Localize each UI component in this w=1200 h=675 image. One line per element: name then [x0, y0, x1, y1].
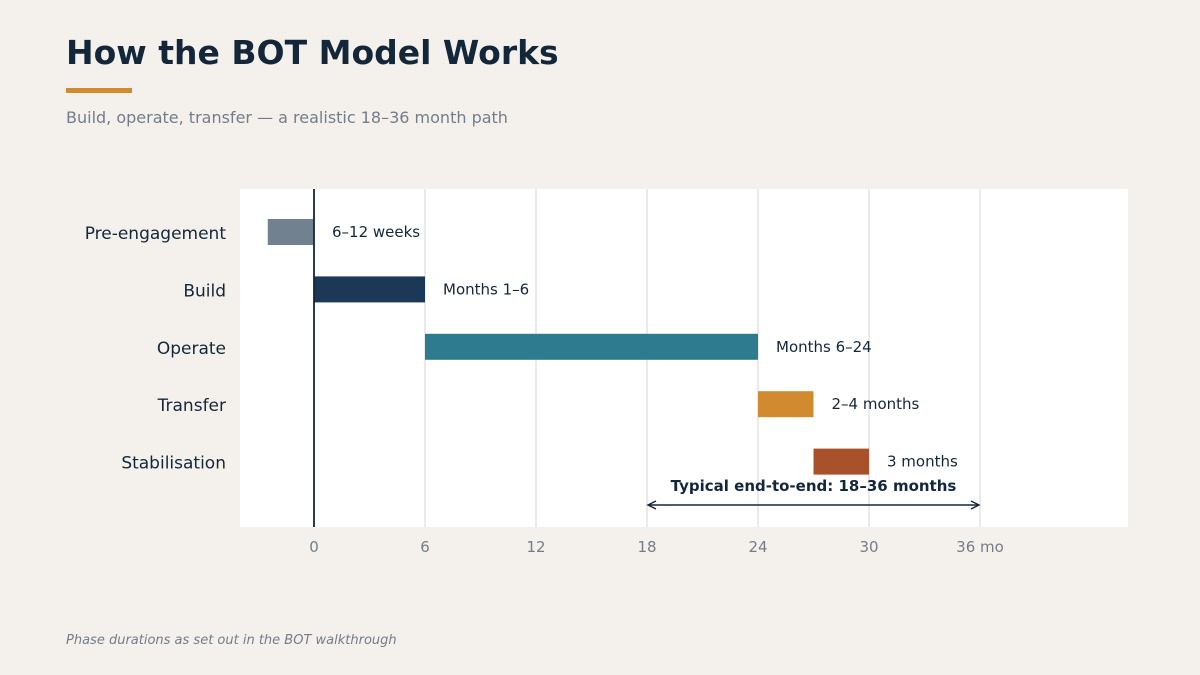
title-accent-bar — [66, 88, 132, 93]
page-title: How the BOT Model Works — [66, 33, 559, 72]
category-label: Build — [183, 281, 226, 301]
x-tick-label: 30 — [859, 538, 878, 556]
category-label: Pre-engagement — [85, 224, 227, 244]
category-label: Operate — [157, 339, 226, 359]
bar-build — [314, 276, 425, 303]
category-label: Transfer — [157, 396, 226, 416]
bar-value-label: 6–12 weeks — [332, 223, 420, 241]
category-labels: Pre-engagement Build Operate Transfer Stabil… — [85, 224, 227, 474]
annotation-arrowhead-right — [970, 500, 981, 510]
x-tick-label: 18 — [637, 538, 656, 556]
annotation: Typical end-to-end: 18–36 months — [646, 477, 981, 510]
category-label: Stabilisation — [121, 454, 226, 474]
bars: 6–12 weeks Months 1–6 Months 6–24 2–4 month… — [267, 219, 958, 475]
bar-stabilisation — [813, 448, 869, 475]
bar-value-label: Months 1–6 — [443, 280, 529, 298]
bar-value-label: Months 6–24 — [776, 338, 872, 356]
x-tick-label: 6 — [420, 538, 430, 556]
x-tick-label: 12 — [526, 538, 545, 556]
bar-value-label: 2–4 months — [832, 395, 920, 413]
bar-value-label: 3 months — [887, 453, 958, 471]
x-tick-label: 24 — [748, 538, 767, 556]
x-tick-label: 36 mo — [956, 538, 1004, 556]
x-tick-labels: 0 6 12 18 24 30 36 mo — [309, 538, 1004, 556]
bar-pre-engagement — [267, 219, 314, 245]
annotation-text: Typical end-to-end: 18–36 months — [671, 477, 957, 495]
bar-transfer — [758, 391, 814, 418]
x-tick-label: 0 — [309, 538, 319, 556]
bar-operate — [425, 333, 758, 360]
footnote: Phase durations as set out in the BOT wa… — [66, 633, 397, 648]
page-subtitle: Build, operate, transfer — a realistic 1… — [66, 108, 508, 127]
annotation-arrowhead-left — [646, 500, 657, 510]
